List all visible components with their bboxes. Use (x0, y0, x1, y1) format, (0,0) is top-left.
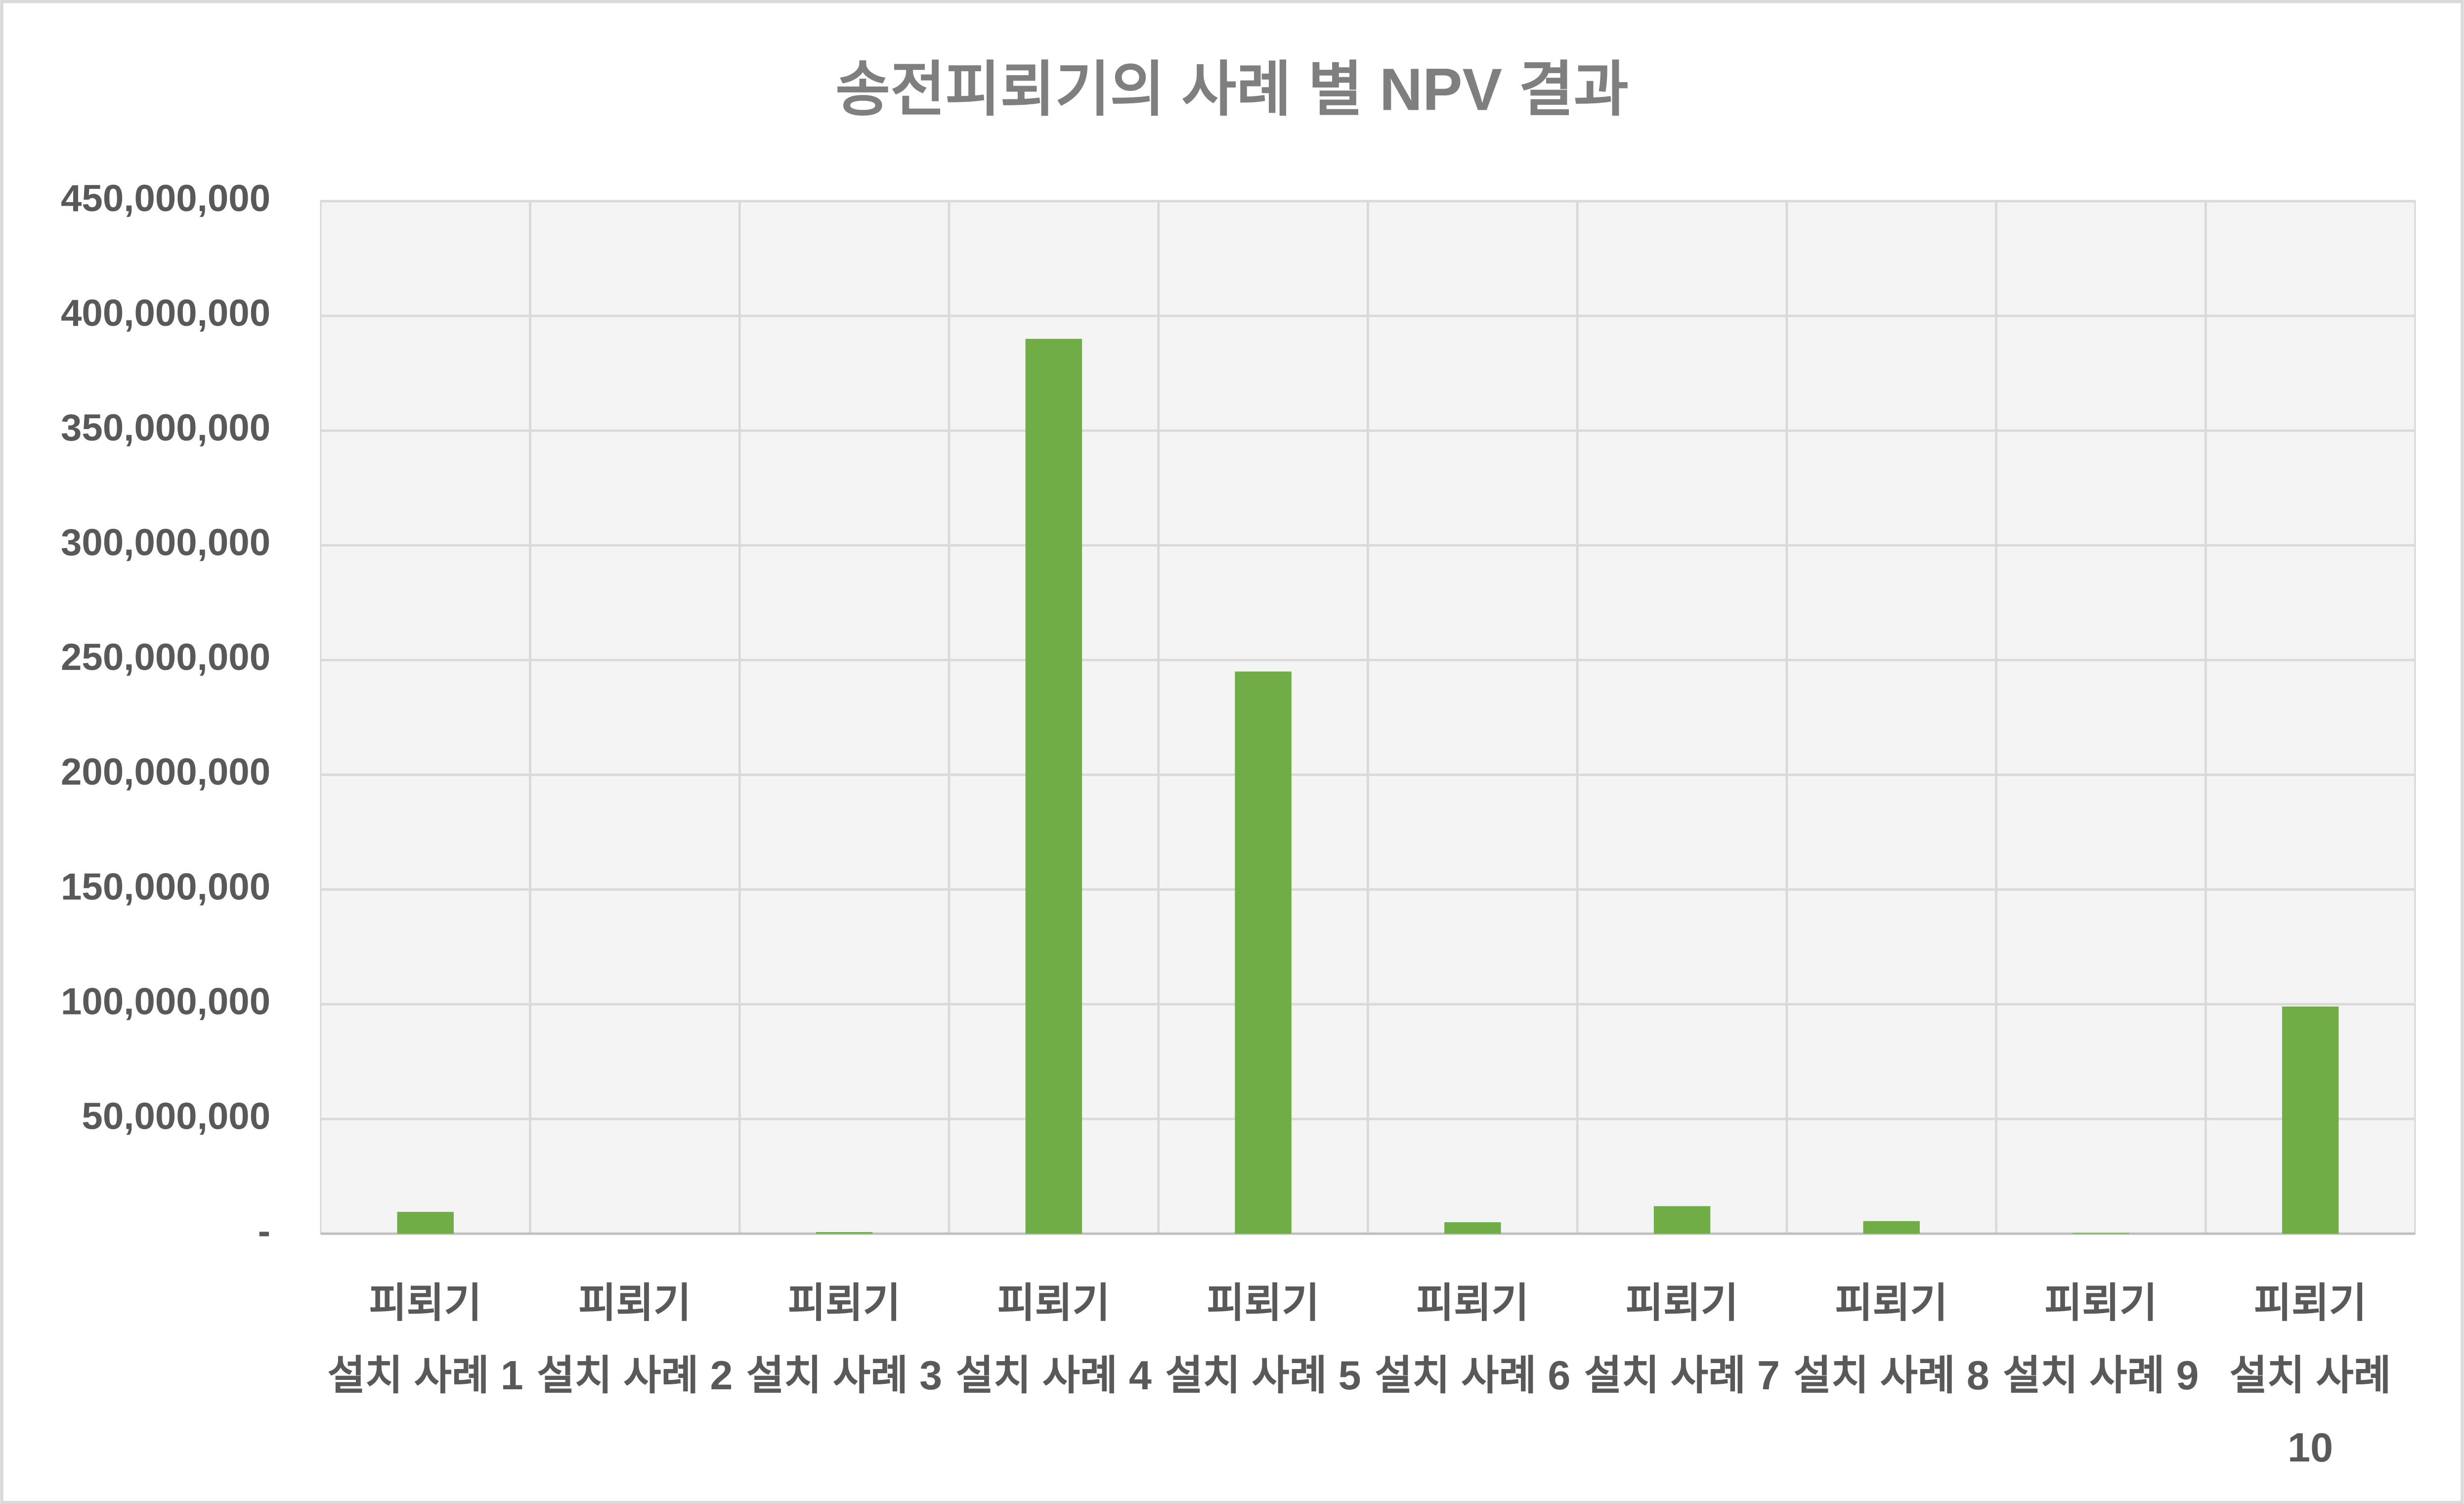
bar (1025, 339, 1082, 1234)
x-tick-label-box: 피뢰기 설치 사례 10 (2229, 1279, 2391, 1471)
x-tick-label: 피뢰기 설치 사례 8 (1793, 1279, 1989, 1399)
x-tick-label-box: 피뢰기 설치 사례 3 (746, 1279, 943, 1399)
y-tick-label: 350,000,000 (61, 407, 270, 449)
y-tick-label: 200,000,000 (61, 751, 270, 793)
y-tick-label: 150,000,000 (61, 866, 270, 908)
bar (2073, 1233, 2129, 1234)
x-tick-label-box: 피뢰기 설치 사례 7 (1584, 1279, 1780, 1399)
x-tick-label-box: 피뢰기 설치 사례 2 (537, 1279, 733, 1399)
y-tick-label: 300,000,000 (61, 522, 270, 564)
x-tick-label-box: 피뢰기 설치 사례 9 (2003, 1279, 2199, 1399)
bar (2282, 1006, 2339, 1234)
x-tick-label: 피뢰기 설치 사례 6 (1375, 1279, 1571, 1399)
y-tick-label: 100,000,000 (61, 980, 270, 1022)
bar (1235, 671, 1292, 1234)
x-tick-label: 피뢰기 설치 사례 2 (537, 1279, 733, 1399)
bar (1653, 1206, 1711, 1234)
chart-title: 송전피뢰기의 사례 별 NPV 결과 (835, 56, 1629, 123)
y-tick-label: - (258, 1210, 270, 1252)
y-tick-label: 250,000,000 (61, 636, 270, 678)
x-tick-label: 피뢰기 설치 사례 1 (327, 1279, 523, 1399)
bar (816, 1232, 873, 1234)
x-tick-label: 피뢰기 설치 사례 7 (1584, 1279, 1780, 1399)
x-tick-label-box: 피뢰기 설치 사례 8 (1793, 1279, 1989, 1399)
x-tick-label-box: 피뢰기 설치 사례 5 (1165, 1279, 1361, 1399)
x-tick-label: 피뢰기 설치 사례 9 (2003, 1279, 2199, 1399)
x-tick-label-box: 피뢰기 설치 사례 4 (955, 1279, 1152, 1399)
y-tick-label: 450,000,000 (61, 177, 270, 220)
y-tick-label: 400,000,000 (61, 292, 270, 334)
x-tick-label-box: 피뢰기 설치 사례 6 (1375, 1279, 1571, 1399)
x-tick-label: 피뢰기 설치 사례 3 (746, 1279, 943, 1399)
bar (1863, 1221, 1920, 1234)
x-tick-label: 피뢰기 설치 사례 4 (955, 1279, 1152, 1399)
x-tick-label: 피뢰기 설치 사례 5 (1165, 1279, 1361, 1399)
bar (1444, 1222, 1501, 1234)
bar (397, 1212, 454, 1234)
x-tick-label: 피뢰기 설치 사례 10 (2229, 1279, 2391, 1471)
y-tick-label: 50,000,000 (82, 1095, 270, 1137)
x-tick-label-box: 피뢰기 설치 사례 1 (327, 1279, 523, 1399)
